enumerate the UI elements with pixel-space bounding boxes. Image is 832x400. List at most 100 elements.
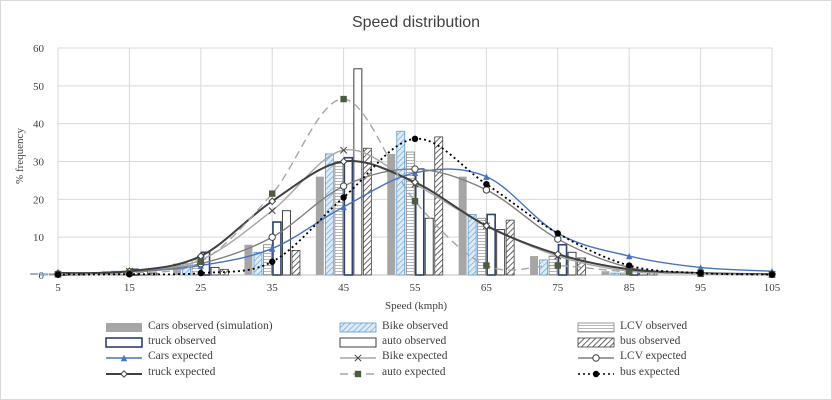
auto-expected-point	[483, 262, 490, 269]
truck-expected-point	[339, 157, 348, 166]
auto-observed-bar	[210, 266, 220, 276]
bike-observed-bar	[610, 272, 620, 276]
chart-title: Speed distribution	[351, 14, 481, 31]
bus-expected-point	[197, 269, 204, 277]
y-axis-label: % frequency	[13, 128, 26, 184]
bus-expected-point	[697, 269, 704, 277]
auto-expected-point	[554, 262, 561, 269]
bus-expected-point	[483, 181, 490, 188]
cars-expected-point	[411, 169, 419, 177]
cars-observed-bar	[30, 273, 39, 275]
auto-expected-point	[411, 198, 419, 205]
bus-observed-bar	[362, 147, 372, 276]
lcv-observed-bar	[477, 217, 487, 276]
y-tick-label: 30	[33, 157, 45, 169]
auto-observed-bar	[424, 217, 434, 276]
auto-observed-bar	[353, 68, 363, 276]
lcv-expected-point	[268, 233, 276, 241]
bike-expected-point	[268, 207, 276, 215]
truck-expected-point	[553, 250, 562, 259]
x-tick-label: 65	[481, 282, 493, 294]
bus-expected-point	[554, 230, 561, 237]
auto-observed-bar	[567, 251, 577, 276]
bus-expected-point	[626, 262, 633, 269]
lcv-legend-swatch	[577, 322, 615, 333]
y-tick-label: 40	[33, 119, 45, 131]
truck-observed-bar	[486, 213, 496, 276]
x-tick-label: 85	[624, 282, 636, 294]
y-tick-label: 0	[39, 270, 45, 282]
y-tick-label: 60	[33, 43, 45, 55]
bus-expected-point	[126, 271, 133, 278]
bus-expected-point	[54, 271, 62, 278]
cars-observed-bar	[315, 176, 324, 275]
x-tick-label: 35	[267, 282, 279, 294]
bus-expected-point	[411, 135, 419, 142]
bike-legend-swatch	[339, 322, 377, 333]
lcv-observed-bar	[334, 161, 344, 276]
bike-observed-bar	[539, 259, 548, 276]
lcv-expected-point	[482, 186, 491, 194]
cars-legend-swatch	[106, 323, 142, 332]
y-tick-label: 20	[33, 194, 45, 206]
cars-observed-bar	[244, 244, 253, 275]
truck-observed-bar	[272, 221, 282, 276]
lcv-expected-legend-marker	[592, 354, 600, 362]
bus-expected-legend-marker	[592, 370, 600, 378]
x-tick-label: 15	[124, 282, 136, 294]
cars-expected-point	[626, 252, 633, 260]
lcv-expected-point	[554, 235, 562, 243]
x-tick-label: 105	[764, 282, 781, 294]
bike-expected-point	[340, 146, 348, 154]
lcv-observed-bar	[405, 151, 415, 276]
cars-observed-bar	[530, 256, 539, 275]
cars-expected-legend-marker	[120, 354, 128, 362]
bus-expected-point	[269, 258, 276, 265]
cars-expected-point	[483, 173, 490, 180]
lcv-expected-point	[411, 165, 419, 173]
x-tick-label: 75	[552, 282, 564, 294]
auto-expected-point	[626, 268, 633, 276]
auto-expected-point	[269, 190, 276, 197]
x-tick-label: 25	[195, 282, 207, 294]
bike-observed-bar	[253, 251, 263, 276]
bus-expected-point	[768, 271, 776, 278]
auto-expected-point	[197, 258, 204, 265]
x-tick-label: 45	[338, 282, 350, 294]
bus-observed-bar	[505, 219, 515, 276]
bike-observed-bar	[39, 273, 49, 276]
auto-observed-bar	[281, 210, 291, 276]
y-tick-label: 50	[33, 81, 45, 93]
cars-observed-bar	[173, 263, 182, 275]
truck-observed-bar	[343, 156, 354, 276]
truck-expected-point	[482, 221, 491, 230]
bus-observed-bar	[291, 250, 301, 276]
cars-expected-point	[340, 203, 347, 211]
truck-legend-swatch	[105, 337, 143, 348]
truck-expected-point	[268, 197, 277, 206]
truck-expected-legend-marker	[120, 370, 128, 378]
lcv-expected-point	[339, 182, 348, 190]
bus-legend-swatch	[577, 337, 615, 348]
auto-expected-line	[57, 98, 773, 276]
x-tick-label: 55	[410, 282, 422, 294]
auto-expected-legend-marker	[354, 370, 362, 378]
cars-observed-bar	[601, 271, 610, 275]
cars-expected-point	[697, 264, 704, 271]
cars-expected-point	[269, 245, 276, 252]
truck-observed-bar	[557, 243, 568, 276]
x-axis-label: Speed (kmph)	[384, 300, 447, 312]
auto-legend-swatch	[339, 337, 377, 348]
cars-observed-bar	[387, 153, 396, 275]
bike-observed-bar	[396, 130, 406, 276]
bike-observed-bar	[467, 214, 477, 276]
auto-expected-point	[340, 95, 347, 103]
bus-observed-bar	[434, 136, 444, 276]
cars-observed-bar	[458, 176, 467, 275]
y-tick-label: 10	[33, 232, 45, 244]
bike-expected-legend-marker	[354, 354, 362, 362]
x-tick-label: 95	[695, 282, 707, 294]
auto-observed-bar	[496, 229, 506, 276]
x-tick-label: 5	[55, 282, 61, 294]
